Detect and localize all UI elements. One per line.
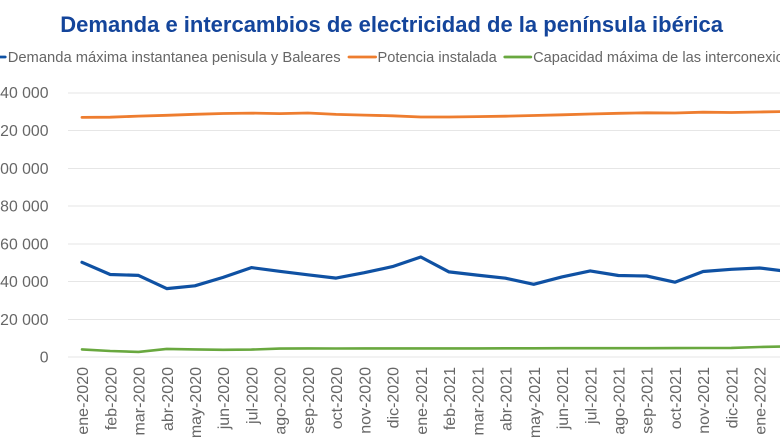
svg-text:100 000: 100 000 [0, 161, 49, 178]
svg-text:mar-2020: mar-2020 [132, 367, 149, 436]
svg-text:jun-2021: jun-2021 [555, 367, 572, 430]
svg-text:feb-2020: feb-2020 [103, 367, 120, 430]
svg-text:40 000: 40 000 [0, 274, 49, 291]
svg-text:Demanda e intercambios de elec: Demanda e intercambios de electricidad d… [60, 12, 723, 37]
svg-text:dic-2020: dic-2020 [386, 367, 403, 428]
svg-text:ago-2020: ago-2020 [273, 367, 290, 435]
svg-text:feb-2021: feb-2021 [442, 367, 459, 430]
svg-text:140 000: 140 000 [0, 85, 49, 102]
svg-text:may-2021: may-2021 [527, 367, 544, 438]
svg-text:oct-2021: oct-2021 [668, 367, 685, 429]
svg-text:mar-2021: mar-2021 [470, 367, 487, 436]
svg-text:jul-2020: jul-2020 [245, 367, 262, 425]
svg-text:nov-2021: nov-2021 [696, 367, 713, 434]
svg-text:80 000: 80 000 [0, 199, 49, 216]
svg-text:sep-2020: sep-2020 [301, 367, 318, 434]
svg-text:Capacidad máxima de las interc: Capacidad máxima de las interconexiones [533, 50, 780, 66]
svg-text:120 000: 120 000 [0, 123, 49, 140]
svg-text:oct-2020: oct-2020 [329, 367, 346, 429]
svg-text:abr-2021: abr-2021 [499, 367, 516, 431]
svg-text:ene-2022: ene-2022 [753, 367, 770, 435]
svg-text:jul-2021: jul-2021 [583, 367, 600, 425]
svg-text:may-2020: may-2020 [188, 367, 205, 438]
svg-text:0: 0 [40, 350, 49, 367]
svg-text:ene-2021: ene-2021 [414, 367, 431, 435]
svg-text:ene-2020: ene-2020 [75, 367, 92, 435]
svg-text:nov-2020: nov-2020 [357, 367, 374, 434]
svg-text:sep-2021: sep-2021 [640, 367, 657, 434]
svg-text:dic-2021: dic-2021 [724, 367, 741, 428]
svg-text:20 000: 20 000 [0, 312, 49, 329]
svg-text:ago-2021: ago-2021 [612, 367, 629, 435]
svg-text:Potencia instalada: Potencia instalada [378, 50, 498, 66]
svg-text:Demanda máxima instantanea pen: Demanda máxima instantanea penisula y Ba… [8, 50, 341, 66]
svg-text:jun-2020: jun-2020 [216, 367, 233, 430]
svg-text:abr-2020: abr-2020 [160, 367, 177, 431]
svg-text:60 000: 60 000 [0, 236, 49, 253]
